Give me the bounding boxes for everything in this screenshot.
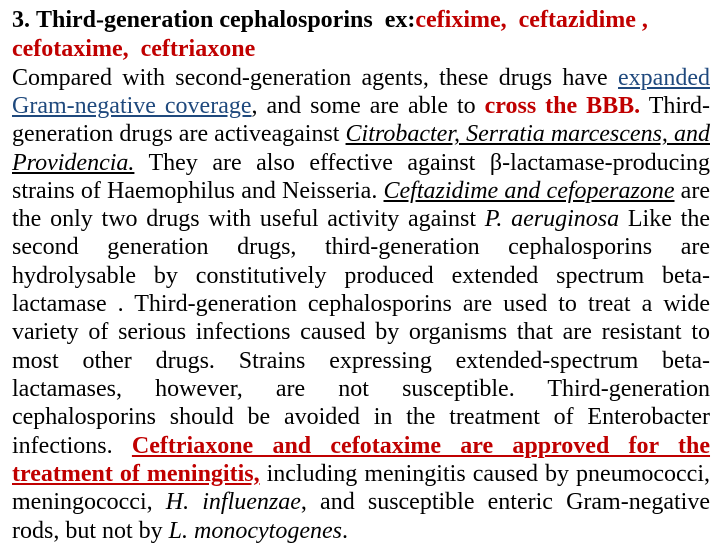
paragraph-body: Compared with second-generation agents, … [12, 64, 710, 545]
document-page: 3. Third-generation cephalosporins ex:ce… [0, 0, 720, 555]
text-aeruginosa: P. aeruginosa [485, 206, 619, 232]
text-ceftazidime-cefoperazone: Ceftazidime and cefoperazone [384, 178, 675, 204]
text-segment: , and some are able to [252, 93, 485, 119]
text-h-influenzae: H. influenzae [166, 489, 301, 515]
section-number: 3. [12, 7, 30, 33]
text-segment: Like the second generation drugs, third-… [12, 206, 710, 459]
example-label: ex: [385, 7, 416, 33]
drug-cefixime: cefixime, [415, 7, 506, 33]
drug-ceftazidime: ceftazidime , [519, 7, 648, 33]
drug-cefotaxime: cefotaxime, [12, 36, 129, 62]
drug-ceftriaxone: ceftriaxone [141, 36, 256, 62]
section-title: Third-generation cephalosporins [36, 7, 373, 33]
text-cross-bbb: cross the BBB. [485, 93, 641, 119]
text-segment: Compared with second-generation agents, … [12, 65, 618, 91]
section-heading: 3. Third-generation cephalosporins ex:ce… [12, 6, 710, 64]
